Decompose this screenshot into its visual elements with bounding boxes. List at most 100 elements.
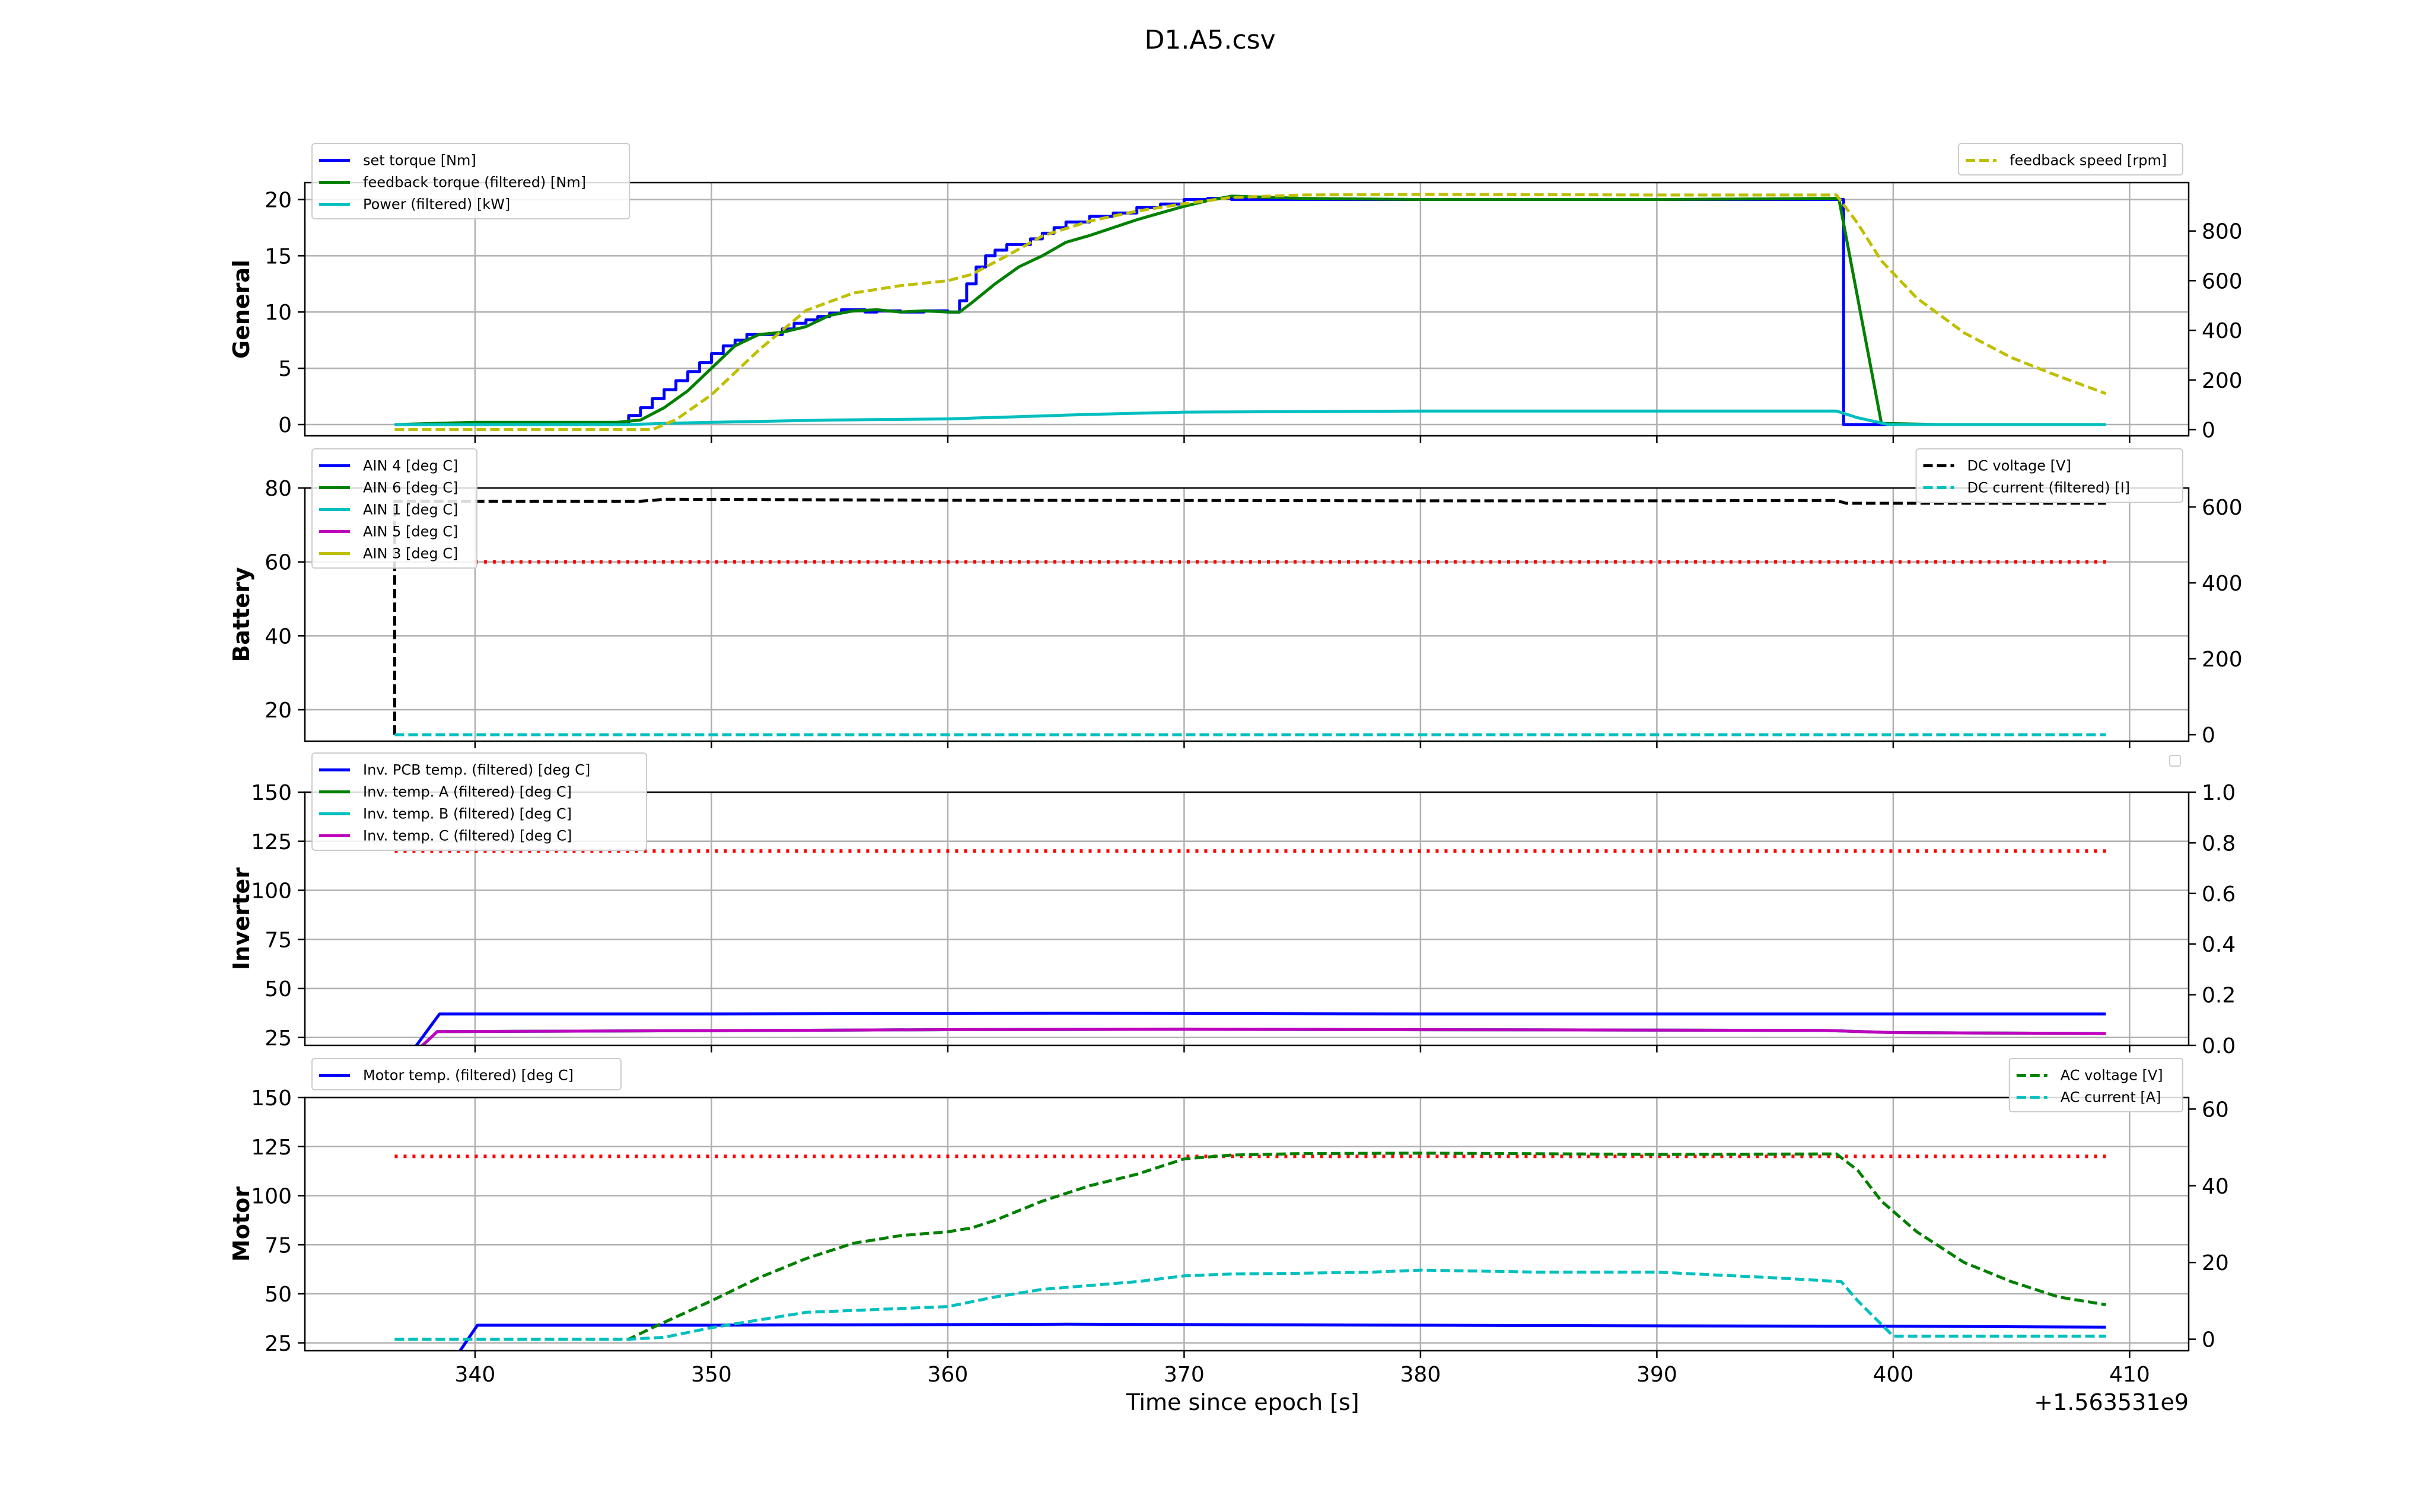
legend-right-empty bbox=[2169, 755, 2181, 767]
y-tick-label: 150 bbox=[251, 1086, 292, 1111]
y-tick-label: 40 bbox=[265, 624, 292, 649]
legend-box bbox=[311, 143, 631, 219]
y-tick-label: 60 bbox=[265, 551, 292, 575]
x-axis-label: Time since epoch [s] bbox=[1125, 1389, 1359, 1415]
legend-box bbox=[1958, 143, 2183, 176]
axes-frame bbox=[304, 791, 2190, 1047]
y2-tick-label: 0 bbox=[2202, 419, 2215, 443]
y-tick-label: 10 bbox=[265, 301, 292, 325]
y-tick-label: 20 bbox=[265, 188, 292, 212]
y-tick-label: 5 bbox=[278, 357, 292, 381]
legend-entry: DC current (filtered) [I] bbox=[1967, 480, 2131, 496]
series-line bbox=[394, 193, 2107, 431]
legend-entry: Motor temp. (filtered) [deg C] bbox=[363, 1067, 574, 1084]
y2-tick-label: 0.4 bbox=[2202, 933, 2236, 957]
x-tick-label: 340 bbox=[455, 1363, 496, 1387]
y-tick-label: 25 bbox=[265, 1332, 292, 1356]
y2-tick-label: 0.2 bbox=[2202, 984, 2236, 1008]
panel-motor: 340 350 360 370 380 390 400 410 25 50 75 100 125 150 0… bbox=[228, 1058, 2229, 1387]
legend-entry: AC voltage [V] bbox=[2061, 1067, 2163, 1084]
legend-entry: Inv. temp. A (filtered) [deg C] bbox=[363, 784, 572, 800]
axes-frame bbox=[304, 487, 2190, 742]
legend-entry: AIN 3 [deg C] bbox=[363, 546, 458, 562]
legend-right: feedback speed [rpm] bbox=[1958, 143, 2183, 176]
x-tick-label: 400 bbox=[1873, 1363, 1914, 1387]
y-tick-label: 75 bbox=[265, 1233, 292, 1258]
panel-inverter: 25 50 75 100 125 150 0.0 0.2 0.4 0.6 0.8 1.0 Inverte… bbox=[228, 752, 2236, 1058]
legend-entry: AIN 1 [deg C] bbox=[363, 502, 458, 518]
legend-right: AC voltage [V] AC current [A] bbox=[2008, 1058, 2184, 1112]
y-tick-label: 50 bbox=[265, 1283, 292, 1307]
x-tick-label: 410 bbox=[2109, 1363, 2150, 1387]
y2-tick-label: 0.0 bbox=[2202, 1034, 2236, 1058]
series-line bbox=[393, 497, 2106, 735]
axes-frame bbox=[304, 1096, 2190, 1352]
series-line bbox=[415, 1012, 2106, 1045]
y-tick-label: 100 bbox=[251, 879, 292, 904]
y2-tick-label: 20 bbox=[2202, 1251, 2229, 1275]
series-line bbox=[394, 1151, 2106, 1341]
legend-box bbox=[2008, 1058, 2184, 1112]
plot-area bbox=[394, 1151, 2106, 1351]
y2-tick-label: 400 bbox=[2202, 319, 2243, 343]
plot-area bbox=[393, 497, 2106, 736]
legend-left: Motor temp. (filtered) [deg C] bbox=[311, 1058, 622, 1090]
legend-box bbox=[311, 752, 647, 851]
y2-tick-label: 600 bbox=[2202, 269, 2243, 294]
legend-entry: set torque [Nm] bbox=[363, 152, 476, 169]
y-axis-label: Battery bbox=[228, 567, 254, 662]
y-tick-label: 75 bbox=[265, 928, 292, 952]
legend-entry: Power (filtered) [kW] bbox=[363, 196, 510, 213]
y2-tick-label: 0.8 bbox=[2202, 831, 2236, 856]
legend-right: DC voltage [V] DC current (filtered) [I] bbox=[1915, 448, 2183, 503]
x-tick-label: 360 bbox=[928, 1363, 969, 1387]
y2-tick-label: 60 bbox=[2202, 1098, 2229, 1122]
plot-area bbox=[394, 849, 2106, 1045]
legend-box bbox=[311, 1058, 622, 1090]
x-tick-label: 370 bbox=[1164, 1363, 1205, 1387]
x-tick-label: 380 bbox=[1400, 1363, 1441, 1387]
legend-entry: Inv. temp. B (filtered) [deg C] bbox=[363, 806, 572, 822]
y2-tick-label: 200 bbox=[2202, 369, 2243, 393]
y-tick-label: 25 bbox=[265, 1026, 292, 1051]
y-axis-label: Inverter bbox=[228, 867, 254, 970]
figure-title: D1.A5.csv bbox=[1144, 25, 1275, 55]
y2-tick-label: 800 bbox=[2202, 220, 2243, 244]
legend-entry: Inv. temp. C (filtered) [deg C] bbox=[363, 828, 572, 844]
y2-tick-label: 0 bbox=[2202, 1328, 2215, 1352]
y2-tick-label: 0 bbox=[2202, 723, 2215, 748]
legend-left: Inv. PCB temp. (filtered) [deg C] Inv. te… bbox=[311, 752, 647, 851]
y2-tick-label: 40 bbox=[2202, 1175, 2229, 1199]
y-tick-label: 0 bbox=[278, 413, 292, 438]
y-tick-label: 15 bbox=[265, 244, 292, 269]
y2-tick-label: 400 bbox=[2202, 572, 2243, 596]
legend-entry: feedback torque (filtered) [Nm] bbox=[363, 174, 586, 191]
x-tick-label: 350 bbox=[691, 1363, 732, 1387]
legend-entry: AC current [A] bbox=[2061, 1089, 2161, 1106]
legend-box bbox=[311, 448, 477, 569]
y-tick-label: 125 bbox=[251, 830, 292, 854]
legend-entry: feedback speed [rpm] bbox=[2010, 152, 2167, 169]
x-tick-label: 390 bbox=[1636, 1363, 1677, 1387]
legend-entry: DC voltage [V] bbox=[1967, 458, 2071, 474]
legend-box bbox=[1915, 448, 2183, 503]
y2-tick-label: 600 bbox=[2202, 496, 2243, 520]
y2-tick-label: 200 bbox=[2202, 647, 2243, 672]
y2-tick-label: 1.0 bbox=[2202, 781, 2236, 805]
series-line bbox=[394, 409, 2106, 426]
y-axis-label: General bbox=[228, 260, 254, 359]
series-line bbox=[394, 1268, 2106, 1341]
y-tick-label: 20 bbox=[265, 698, 292, 723]
series-line bbox=[394, 194, 2106, 426]
legend-left: set torque [Nm] feedback torque (filtered… bbox=[311, 143, 631, 219]
y-tick-label: 50 bbox=[265, 977, 292, 1001]
y-tick-label: 150 bbox=[251, 781, 292, 805]
series-line bbox=[420, 1028, 2106, 1045]
y-tick-label: 80 bbox=[265, 477, 292, 501]
legend-entry: AIN 5 [deg C] bbox=[363, 524, 458, 540]
plot-area bbox=[394, 193, 2107, 431]
y-axis-label: Motor bbox=[228, 1186, 254, 1262]
